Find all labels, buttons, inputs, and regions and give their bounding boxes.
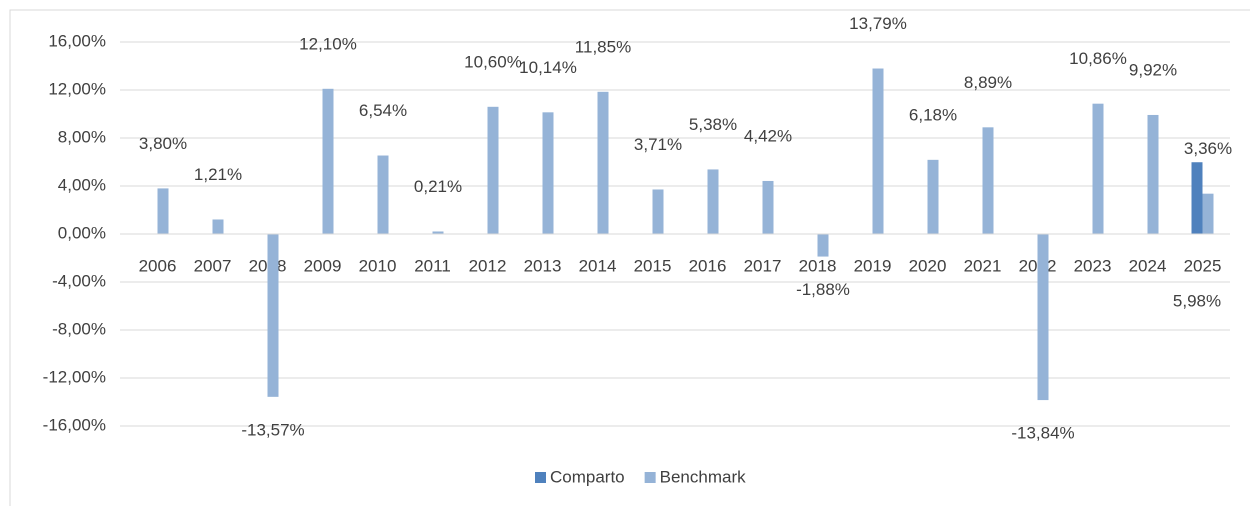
bar	[487, 106, 499, 234]
data-label: 10,86%	[1069, 49, 1127, 68]
bar	[597, 91, 609, 234]
data-label: 0,21%	[414, 177, 462, 196]
y-tick-label: 12,00%	[48, 79, 106, 98]
bar	[1202, 193, 1214, 234]
y-tick-label: 0,00%	[58, 223, 106, 242]
x-tick-label: 2009	[304, 256, 342, 275]
data-label: 12,10%	[299, 34, 357, 53]
legend-label: Comparto	[550, 467, 625, 486]
bar	[542, 112, 554, 234]
bar	[322, 88, 334, 234]
y-tick-label: 8,00%	[58, 127, 106, 146]
bar	[267, 234, 279, 397]
bar	[157, 188, 169, 234]
x-tick-label: 2012	[469, 256, 507, 275]
y-tick-label: 16,00%	[48, 31, 106, 50]
chart-border	[9, 9, 1250, 511]
x-tick-label: 2018	[799, 256, 837, 275]
data-label: 6,18%	[909, 105, 957, 124]
y-tick-label: -12,00%	[43, 367, 106, 386]
bar	[927, 159, 939, 234]
bar	[707, 169, 719, 234]
bar	[762, 180, 774, 234]
bar	[1147, 114, 1159, 234]
x-tick-label: 2006	[139, 256, 177, 275]
bar	[1191, 162, 1203, 234]
x-tick-label: 2017	[744, 256, 782, 275]
legend-swatch	[644, 472, 656, 483]
x-tick-label: 2024	[1129, 256, 1167, 275]
bar	[377, 155, 389, 234]
bar	[982, 127, 994, 234]
data-label: 13,79%	[849, 14, 907, 33]
bar	[872, 68, 884, 235]
data-label: -13,57%	[241, 420, 304, 439]
data-label: 10,60%	[464, 52, 522, 71]
x-tick-label: 2014	[579, 256, 617, 275]
x-tick-label: 2011	[414, 256, 451, 275]
data-label: 5,38%	[689, 115, 737, 134]
x-tick-label: 2010	[359, 256, 397, 275]
data-label: 6,54%	[359, 101, 407, 120]
data-label: 5,98%	[1173, 291, 1221, 310]
legend-swatch	[535, 472, 546, 483]
data-label: 8,89%	[964, 73, 1012, 92]
data-label: 4,42%	[744, 126, 792, 145]
x-tick-label: 2019	[854, 256, 892, 275]
bar	[652, 189, 664, 234]
bar	[432, 231, 444, 234]
data-label: 3,36%	[1184, 139, 1232, 158]
bar	[212, 219, 224, 234]
x-tick-label: 2007	[194, 256, 232, 275]
bar	[1037, 234, 1049, 401]
x-tick-label: 2025	[1184, 256, 1222, 275]
x-tick-label: 2020	[909, 256, 947, 275]
x-tick-label: 2023	[1074, 256, 1112, 275]
x-tick-label: 2013	[524, 256, 562, 275]
data-label: 10,14%	[519, 58, 577, 77]
y-tick-label: -8,00%	[52, 319, 106, 338]
legend-label: Benchmark	[660, 467, 746, 486]
y-tick-label: -16,00%	[43, 415, 106, 434]
data-label: -1,88%	[796, 280, 850, 299]
x-tick-label: 2021	[964, 256, 1002, 275]
data-label: -13,84%	[1011, 424, 1074, 443]
data-label: 11,85%	[575, 37, 631, 56]
data-label: 9,92%	[1129, 60, 1177, 79]
x-tick-label: 2016	[689, 256, 727, 275]
bar	[1092, 103, 1104, 235]
y-tick-label: 4,00%	[58, 175, 106, 194]
data-label: 3,80%	[139, 134, 187, 153]
y-tick-label: -4,00%	[52, 271, 106, 290]
x-tick-label: 2015	[634, 256, 672, 275]
data-label: 3,71%	[634, 135, 682, 154]
data-label: 1,21%	[194, 165, 242, 184]
bar	[817, 234, 829, 257]
